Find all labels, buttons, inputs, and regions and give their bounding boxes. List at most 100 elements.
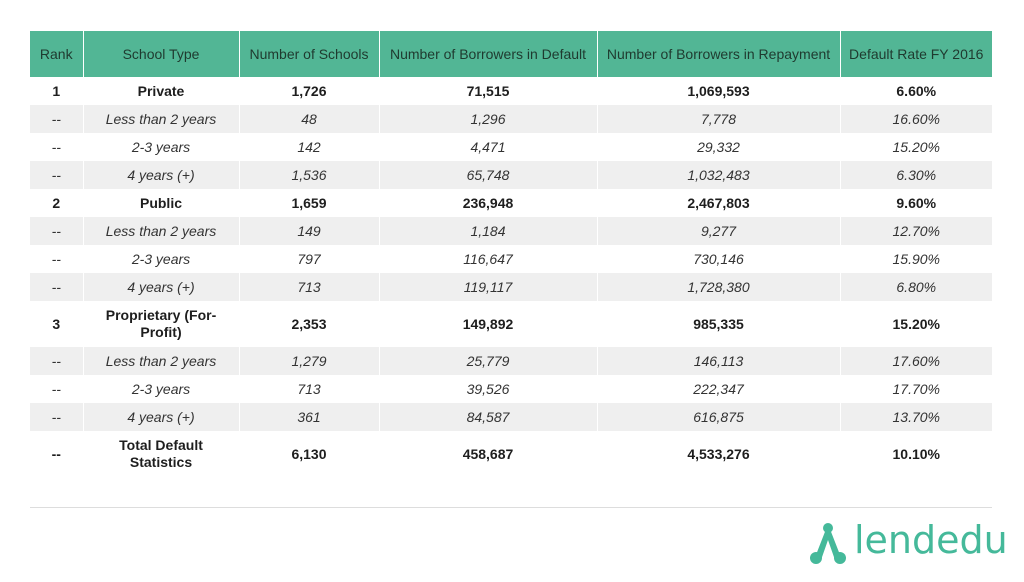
default-rate-cell: 6.30% bbox=[839, 161, 992, 189]
school-type-cell: 2-3 years bbox=[82, 245, 239, 273]
school-type-cell: Proprietary (For-Profit) bbox=[82, 301, 239, 347]
table-row: -- 2-3 years 713 39,526 222,347 17.70% bbox=[30, 375, 992, 403]
borrowers-in-repayment-cell: 985,335 bbox=[596, 301, 840, 347]
number-of-schools-cell: 6,130 bbox=[238, 431, 379, 477]
default-rate-cell: 9.60% bbox=[839, 189, 992, 217]
default-rate-cell: 15.20% bbox=[839, 301, 992, 347]
table-row: -- Less than 2 years 149 1,184 9,277 12.70% bbox=[30, 217, 992, 245]
table-row: -- 4 years (+) 713 119,117 1,728,380 6.80% bbox=[30, 273, 992, 301]
header-number-of-schools: Number of Schools bbox=[239, 31, 380, 77]
table-row: 1 Private 1,726 71,515 1,069,593 6.60% bbox=[30, 77, 992, 105]
borrowers-in-default-cell: 149,892 bbox=[378, 301, 597, 347]
borrowers-in-default-cell: 1,184 bbox=[378, 217, 597, 245]
school-type-cell: 4 years (+) bbox=[82, 403, 239, 431]
rank-cell: -- bbox=[30, 217, 83, 245]
school-type-cell: Less than 2 years bbox=[82, 105, 239, 133]
lendedu-logo: lendedu bbox=[808, 518, 1008, 566]
default-rate-cell: 17.60% bbox=[839, 347, 992, 375]
number-of-schools-cell: 713 bbox=[238, 273, 379, 301]
default-rate-cell: 17.70% bbox=[839, 375, 992, 403]
borrowers-in-repayment-cell: 7,778 bbox=[596, 105, 840, 133]
rank-cell: -- bbox=[30, 273, 83, 301]
borrowers-in-repayment-cell: 146,113 bbox=[596, 347, 840, 375]
school-type-cell: 2-3 years bbox=[82, 133, 239, 161]
table-row: 2 Public 1,659 236,948 2,467,803 9.60% bbox=[30, 189, 992, 217]
table-header-row: Rank School Type Number of Schools Numbe… bbox=[30, 31, 992, 77]
borrowers-in-default-cell: 39,526 bbox=[378, 375, 597, 403]
table-row: 3 Proprietary (For-Profit) 2,353 149,892 985… bbox=[30, 301, 992, 347]
rank-cell: 2 bbox=[52, 194, 61, 211]
borrowers-in-repayment-cell: 2,467,803 bbox=[596, 189, 840, 217]
school-type-cell: 4 years (+) bbox=[82, 273, 239, 301]
number-of-schools-cell: 2,353 bbox=[238, 301, 379, 347]
table-row: -- 4 years (+) 1,536 65,748 1,032,483 6.30% bbox=[30, 161, 992, 189]
borrowers-in-repayment-cell: 222,347 bbox=[596, 375, 840, 403]
number-of-schools-cell: 797 bbox=[238, 245, 379, 273]
number-of-schools-cell: 48 bbox=[238, 105, 379, 133]
number-of-schools-cell: 1,536 bbox=[238, 161, 379, 189]
borrowers-in-default-cell: 116,647 bbox=[378, 245, 597, 273]
school-type-cell: 2-3 years bbox=[82, 375, 239, 403]
borrowers-in-repayment-cell: 730,146 bbox=[596, 245, 840, 273]
header-rank: Rank bbox=[30, 31, 84, 77]
borrowers-in-repayment-cell: 1,032,483 bbox=[596, 161, 840, 189]
school-type-cell: Less than 2 years bbox=[82, 347, 239, 375]
default-rate-cell: 6.60% bbox=[839, 77, 992, 105]
rank-cell: -- bbox=[51, 380, 61, 397]
default-rate-table-container: Rank School Type Number of Schools Numbe… bbox=[30, 31, 992, 477]
number-of-schools-cell: 1,279 bbox=[238, 347, 379, 375]
footer-divider bbox=[30, 507, 992, 508]
number-of-schools-cell: 713 bbox=[238, 375, 379, 403]
number-of-schools-cell: 149 bbox=[238, 217, 379, 245]
borrowers-in-default-cell: 71,515 bbox=[378, 77, 597, 105]
school-type-cell: Total Default Statistics bbox=[82, 431, 239, 477]
default-rate-cell: 16.60% bbox=[839, 105, 992, 133]
borrowers-in-repayment-cell: 4,533,276 bbox=[596, 431, 840, 477]
table-row: -- 2-3 years 797 116,647 730,146 15.90% bbox=[30, 245, 992, 273]
borrowers-in-repayment-cell: 616,875 bbox=[596, 403, 840, 431]
number-of-schools-cell: 142 bbox=[238, 133, 379, 161]
borrowers-in-repayment-cell: 29,332 bbox=[596, 133, 840, 161]
default-rate-cell: 10.10% bbox=[839, 431, 992, 477]
borrowers-in-default-cell: 1,296 bbox=[378, 105, 597, 133]
rank-cell: -- bbox=[51, 445, 61, 462]
rank-cell: -- bbox=[30, 403, 83, 431]
borrowers-in-default-cell: 4,471 bbox=[378, 133, 597, 161]
default-rate-cell: 6.80% bbox=[839, 273, 992, 301]
default-rate-cell: 13.70% bbox=[839, 403, 992, 431]
number-of-schools-cell: 361 bbox=[238, 403, 379, 431]
rank-cell: -- bbox=[51, 250, 61, 267]
school-type-cell: Private bbox=[82, 77, 239, 105]
borrowers-in-default-cell: 25,779 bbox=[378, 347, 597, 375]
school-type-cell: Public bbox=[82, 189, 239, 217]
rank-cell: -- bbox=[51, 138, 61, 155]
borrowers-in-default-cell: 65,748 bbox=[378, 161, 597, 189]
rank-cell: 1 bbox=[52, 82, 61, 99]
default-rate-table: Rank School Type Number of Schools Numbe… bbox=[30, 31, 992, 477]
borrowers-in-repayment-cell: 1,728,380 bbox=[596, 273, 840, 301]
default-rate-cell: 15.90% bbox=[839, 245, 992, 273]
rank-cell: -- bbox=[30, 161, 83, 189]
borrowers-in-repayment-cell: 1,069,593 bbox=[596, 77, 840, 105]
header-school-type: School Type bbox=[83, 31, 240, 77]
default-rate-cell: 15.20% bbox=[839, 133, 992, 161]
table-row: -- Less than 2 years 48 1,296 7,778 16.60% bbox=[30, 105, 992, 133]
header-borrowers-in-default: Number of Borrowers in Default bbox=[379, 31, 598, 77]
borrowers-in-default-cell: 236,948 bbox=[378, 189, 597, 217]
school-type-cell: Less than 2 years bbox=[82, 217, 239, 245]
number-of-schools-cell: 1,726 bbox=[238, 77, 379, 105]
table-row: -- 2-3 years 142 4,471 29,332 15.20% bbox=[30, 133, 992, 161]
lendedu-logo-icon bbox=[810, 523, 846, 564]
borrowers-in-default-cell: 119,117 bbox=[378, 273, 597, 301]
borrowers-in-default-cell: 84,587 bbox=[378, 403, 597, 431]
table-row: -- Less than 2 years 1,279 25,779 146,113 17.… bbox=[30, 347, 992, 375]
table-body: 1 Private 1,726 71,515 1,069,593 6.60% -- Less … bbox=[30, 77, 992, 477]
borrowers-in-repayment-cell: 9,277 bbox=[596, 217, 840, 245]
school-type-cell: 4 years (+) bbox=[82, 161, 239, 189]
table-row: -- Total Default Statistics 6,130 458,687 4,… bbox=[30, 431, 992, 477]
rank-cell: -- bbox=[30, 347, 83, 375]
header-borrowers-in-repayment: Number of Borrowers in Repayment bbox=[597, 31, 841, 77]
table-row: -- 4 years (+) 361 84,587 616,875 13.70% bbox=[30, 403, 992, 431]
header-default-rate: Default Rate FY 2016 bbox=[840, 31, 992, 77]
rank-cell: 3 bbox=[52, 315, 61, 332]
